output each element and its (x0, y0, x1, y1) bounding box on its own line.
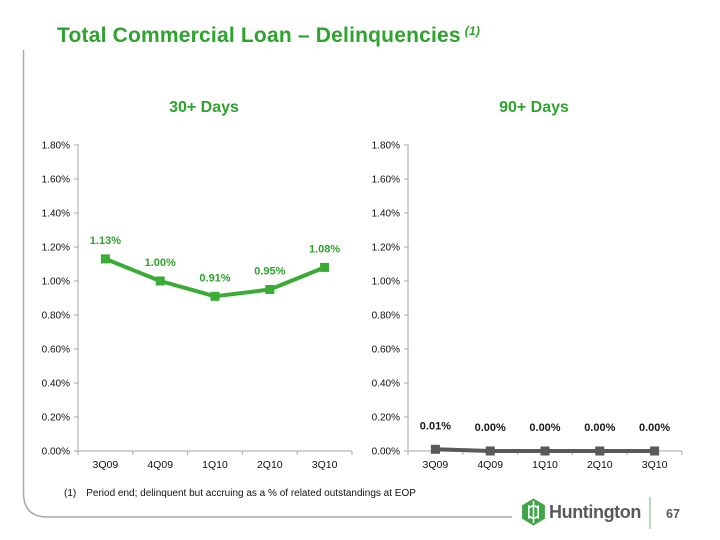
data-point-label: 0.00% (529, 422, 560, 434)
data-point-label: 0.95% (254, 266, 285, 278)
x-axis-label: 2Q10 (587, 459, 613, 471)
data-point-marker (265, 285, 275, 294)
x-axis-label: 4Q09 (147, 459, 173, 471)
y-axis-label: 0.60% (372, 345, 400, 356)
data-point-label: 1.13% (90, 235, 121, 247)
y-axis-label: 0.20% (372, 413, 400, 424)
data-point-marker (100, 254, 110, 264)
y-axis-label: 1.00% (42, 277, 70, 288)
data-point-marker (485, 446, 495, 456)
x-axis-label: 3Q10 (312, 459, 338, 471)
x-axis-label: 3Q10 (642, 459, 668, 471)
x-axis-label: 2Q10 (257, 459, 283, 471)
huntington-logo-icon (522, 498, 545, 526)
data-point-marker (430, 444, 440, 454)
y-axis-label: 1.20% (372, 243, 400, 254)
data-point-marker (320, 262, 330, 272)
data-point-label: 0.00% (584, 422, 615, 434)
footnote-marker: (1) (64, 488, 77, 499)
y-axis-label: 1.40% (372, 209, 400, 220)
y-axis-label: 0.00% (42, 447, 70, 458)
data-point-marker (650, 446, 660, 456)
y-axis-label: 1.60% (372, 175, 400, 186)
data-point-marker (210, 291, 220, 301)
y-axis-label: 0.80% (42, 311, 70, 322)
data-point-label: 0.91% (199, 272, 230, 284)
y-axis-label: 0.80% (372, 311, 400, 322)
y-axis-label: 1.40% (42, 209, 70, 220)
x-axis-label: 1Q10 (532, 459, 558, 471)
x-axis-label: 3Q09 (423, 459, 449, 471)
y-axis-label: 1.80% (372, 141, 400, 152)
y-axis-label: 1.00% (372, 277, 400, 288)
y-axis-label: 0.40% (372, 379, 400, 390)
y-axis-label: 0.60% (42, 345, 70, 356)
chart-90-plus-days: 90+ Days 0.00% 0.20% 0.40% 0.60% 0.80% 1.00% 1.… (358, 90, 693, 488)
title-footnote-ref: (1) (464, 24, 481, 38)
y-axis-label: 1.60% (42, 175, 70, 186)
footnote: (1) Period end; delinquent but accruing a… (64, 488, 416, 499)
y-axis-label: 0.40% (42, 379, 70, 390)
chart-title: 30+ Days (169, 99, 239, 116)
footnote-text: Period end; delinquent but accruing as a… (86, 488, 416, 499)
data-point-label: 0.01% (420, 420, 451, 432)
x-axis-label: 4Q09 (477, 459, 503, 471)
data-point-label: 1.08% (309, 243, 340, 255)
page-title: Total Commercial Loan – Delinquencies (1) (57, 24, 480, 48)
data-point-label: 1.00% (145, 257, 176, 269)
y-axis-label: 0.20% (42, 413, 70, 424)
chart-canvas: 90+ Days 0.00% 0.20% 0.40% 0.60% 0.80% 1.00% 1.… (372, 99, 683, 471)
footer-divider (649, 497, 651, 529)
y-axis-label: 1.20% (42, 243, 70, 254)
data-point-label: 0.00% (475, 422, 506, 434)
x-axis-label: 1Q10 (202, 459, 228, 471)
data-point-marker (540, 446, 550, 456)
huntington-logo-text: Huntington (549, 502, 641, 522)
x-axis-label: 3Q09 (93, 459, 119, 471)
page-title-text: Total Commercial Loan – Delinquencies (57, 24, 461, 47)
page-number: 67 (666, 507, 680, 521)
chart-canvas: 30+ Days 0.00% 0.20% 0.40% 0.60% 0.80% 1.00% 1.… (42, 99, 353, 471)
y-axis-label: 1.80% (42, 141, 70, 152)
y-axis-label: 0.00% (372, 447, 400, 458)
data-point-label: 0.00% (639, 422, 670, 434)
chart-title: 90+ Days (499, 99, 569, 116)
data-point-marker (595, 446, 605, 456)
data-point-marker (155, 276, 165, 286)
chart-30-plus-days: 30+ Days 0.00% 0.20% 0.40% 0.60% 0.80% 1.00% 1.… (28, 90, 363, 488)
